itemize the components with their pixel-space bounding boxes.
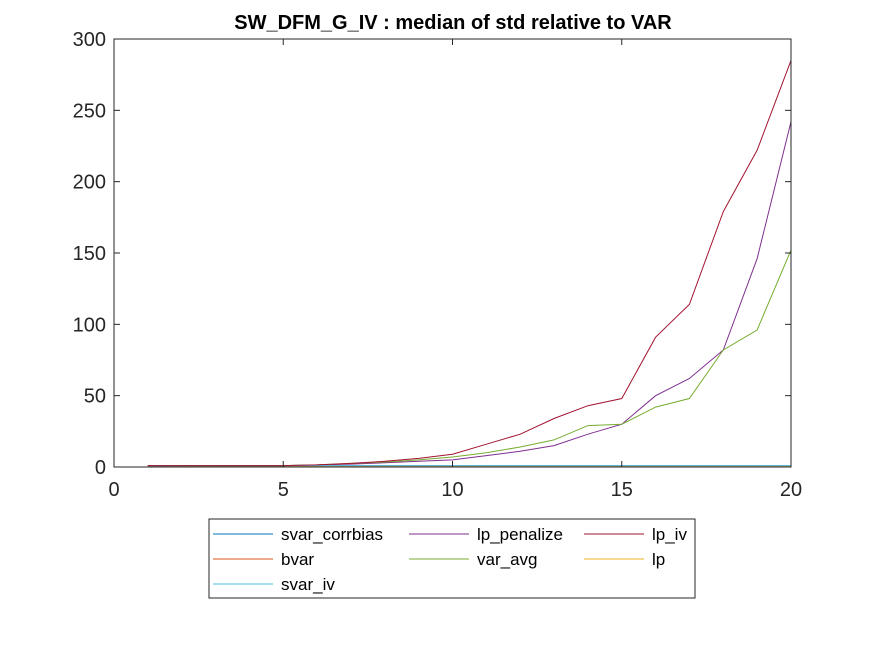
series-line-lp_penalize xyxy=(147,121,792,467)
legend-label-lp_iv: lp_iv xyxy=(652,525,687,544)
x-tick-label: 5 xyxy=(278,479,289,501)
y-tick-label: 50 xyxy=(84,386,106,408)
legend-label-svar_corrbias: svar_corrbias xyxy=(281,525,383,544)
series-line-lp_iv xyxy=(147,60,792,467)
y-tick-label: 100 xyxy=(73,314,106,336)
legend-label-svar_iv: svar_iv xyxy=(281,575,335,594)
x-tick-label: 10 xyxy=(441,479,463,501)
y-tick-label: 250 xyxy=(73,100,106,122)
x-tick-label: 0 xyxy=(108,479,119,501)
series-line-var_avg xyxy=(147,249,792,467)
y-tick-label: 0 xyxy=(95,457,106,479)
x-tick-label: 20 xyxy=(780,479,802,501)
y-tick-label: 200 xyxy=(73,172,106,194)
series-layer xyxy=(147,60,792,467)
x-tick-label: 15 xyxy=(611,479,633,501)
y-tick-label: 150 xyxy=(73,243,106,265)
plot-area-border xyxy=(113,38,792,468)
chart-title: SW_DFM_G_IV : median of std relative to … xyxy=(234,12,672,34)
legend-label-lp: lp xyxy=(652,550,665,569)
legend-label-var_avg: var_avg xyxy=(477,550,537,569)
legend-label-lp_penalize: lp_penalize xyxy=(477,525,563,544)
legend-label-bvar: bvar xyxy=(281,550,314,569)
y-tick-label: 300 xyxy=(73,29,106,51)
